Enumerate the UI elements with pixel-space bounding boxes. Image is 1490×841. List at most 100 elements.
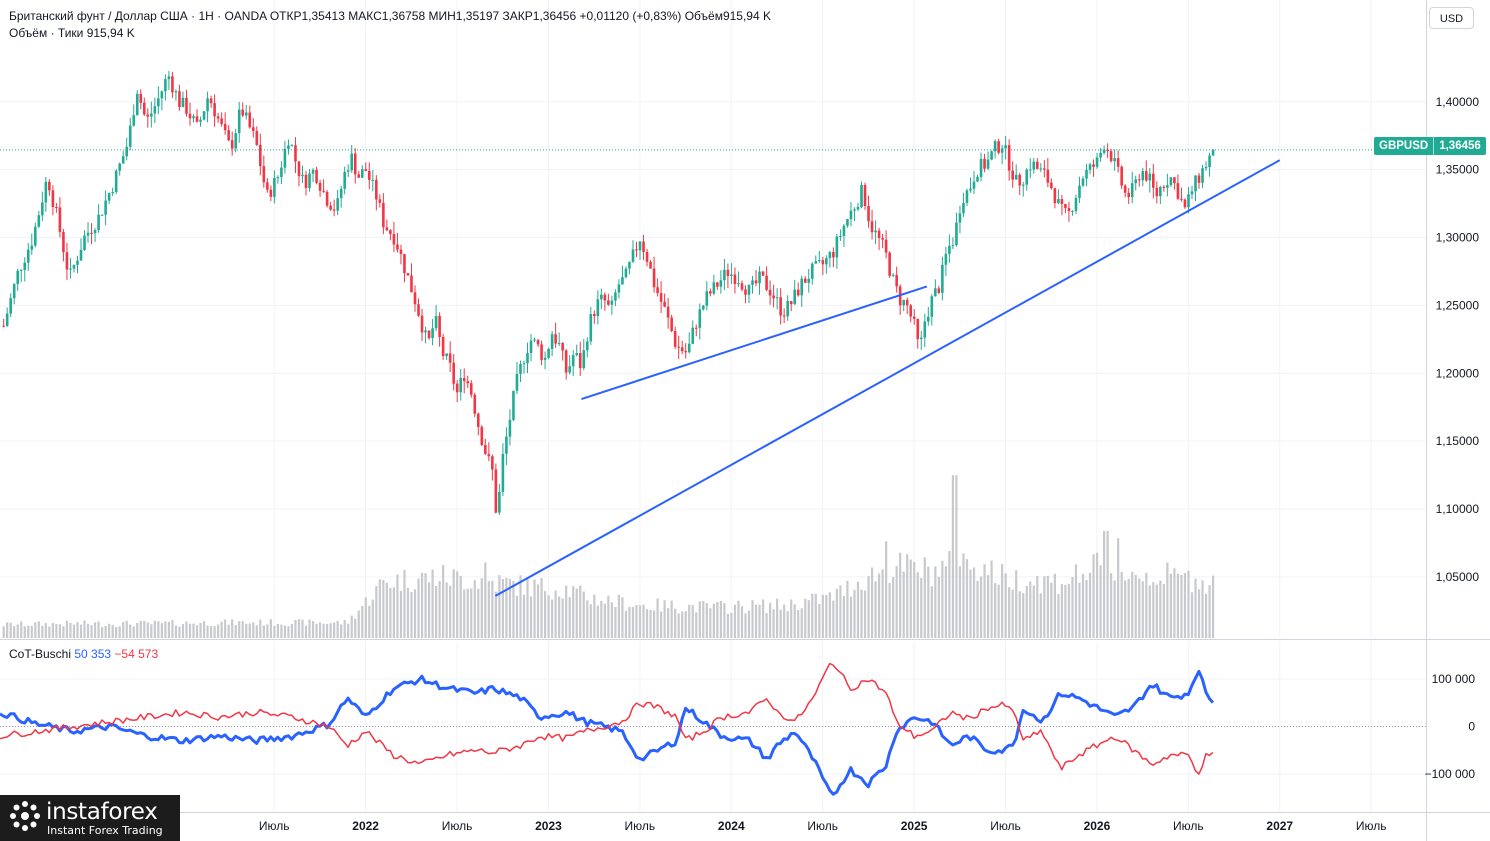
candle-body	[1043, 168, 1046, 170]
candle-body	[19, 269, 23, 271]
volume-bar	[315, 623, 318, 638]
volume-bar	[1131, 571, 1134, 638]
candle-body	[937, 288, 941, 293]
volume-bar	[1029, 581, 1032, 638]
volume-bar	[27, 625, 30, 638]
candle-body	[519, 363, 522, 374]
candle-body	[955, 222, 958, 246]
candle-body	[244, 112, 248, 116]
candle-body	[835, 236, 839, 258]
candle-body	[325, 191, 329, 206]
candle-body	[533, 339, 536, 341]
candle-body	[192, 116, 195, 119]
volume-bar	[941, 560, 944, 638]
volume-bar	[108, 623, 111, 638]
volume-bar	[832, 600, 835, 638]
volume-bar	[1106, 530, 1109, 638]
volume-bar	[529, 596, 533, 638]
volume-bar	[839, 585, 842, 638]
cot-pane	[0, 662, 1426, 796]
candle-body	[164, 79, 167, 92]
candle-body	[111, 191, 114, 194]
volume-bar	[259, 619, 262, 638]
volume-bar	[906, 554, 909, 638]
candle-body	[1007, 145, 1011, 171]
candle-body	[389, 230, 392, 234]
candle-body	[1208, 155, 1211, 168]
currency-button[interactable]: USD	[1429, 7, 1474, 29]
volume-bar	[631, 607, 635, 638]
volume-bar	[69, 622, 72, 638]
volume-bar	[1208, 585, 1211, 638]
candle-body	[410, 275, 413, 293]
volume-bar	[536, 584, 540, 638]
candle-body	[719, 280, 723, 287]
volume-bar	[238, 621, 241, 638]
volume-bar	[1071, 576, 1074, 638]
candle-body	[979, 158, 983, 177]
volume-bar	[231, 619, 234, 638]
volume-bar	[1102, 530, 1106, 638]
logo-name: instaforex	[46, 799, 158, 825]
candle-body	[881, 237, 884, 240]
candle-body	[1004, 145, 1007, 149]
cot-legend: CoT-Buschi 50 353 −54 573	[9, 647, 158, 661]
volume-bar	[712, 603, 715, 638]
candle-body	[673, 331, 677, 347]
candle-body	[1053, 188, 1057, 204]
candle-body	[153, 106, 157, 114]
volume-bar	[1067, 583, 1071, 638]
volume-bar	[740, 606, 744, 638]
candle-body	[392, 233, 396, 245]
candle-body	[280, 167, 283, 178]
candle-body	[512, 390, 515, 420]
candle-body	[670, 317, 673, 332]
volume-bar	[287, 626, 290, 638]
candle-body	[754, 280, 758, 284]
volume-bar	[420, 572, 424, 638]
time-tick-label: Июль	[625, 819, 656, 833]
volume-bar	[340, 624, 343, 638]
candle-body	[761, 271, 765, 276]
candle-body	[269, 189, 273, 197]
volume-bar	[392, 587, 396, 638]
candle-body	[863, 184, 867, 207]
volume-bar	[1057, 594, 1060, 638]
candle-body	[1183, 199, 1187, 208]
volume-bar	[733, 604, 737, 638]
candle-body	[216, 116, 220, 119]
candle-body	[505, 436, 508, 454]
candle-body	[677, 346, 680, 348]
trendlines[interactable]	[494, 159, 1281, 597]
candle-body	[642, 241, 645, 252]
volume-bar	[1050, 582, 1053, 638]
candle-body	[842, 225, 846, 236]
candle-body	[234, 133, 237, 149]
candle-body	[55, 206, 58, 208]
legend-open: 1,35413	[301, 9, 345, 23]
candle-body	[659, 293, 663, 302]
cot-series-red	[0, 662, 1214, 775]
volume-bar	[899, 552, 902, 638]
legend-low-label: МИН	[428, 9, 456, 23]
volume-bar	[55, 623, 58, 638]
candle-body	[83, 235, 86, 250]
volume-bar	[614, 607, 617, 638]
volume-bar	[695, 612, 698, 638]
volume-bar	[1110, 573, 1113, 638]
candle-body	[867, 206, 870, 222]
candle-body	[1113, 158, 1116, 162]
candle-body	[1152, 173, 1155, 188]
candle-body	[37, 215, 41, 227]
candle-body	[188, 113, 192, 119]
volume-bar	[484, 562, 487, 638]
time-tick-label: 2023	[535, 819, 562, 833]
volume-bar	[449, 585, 452, 638]
volume-bar	[487, 581, 490, 638]
volume-bar	[582, 591, 585, 638]
candle-body	[1155, 187, 1159, 197]
volume-bar	[589, 604, 592, 638]
volume-bar	[737, 600, 740, 638]
volume-bar	[1036, 575, 1039, 638]
